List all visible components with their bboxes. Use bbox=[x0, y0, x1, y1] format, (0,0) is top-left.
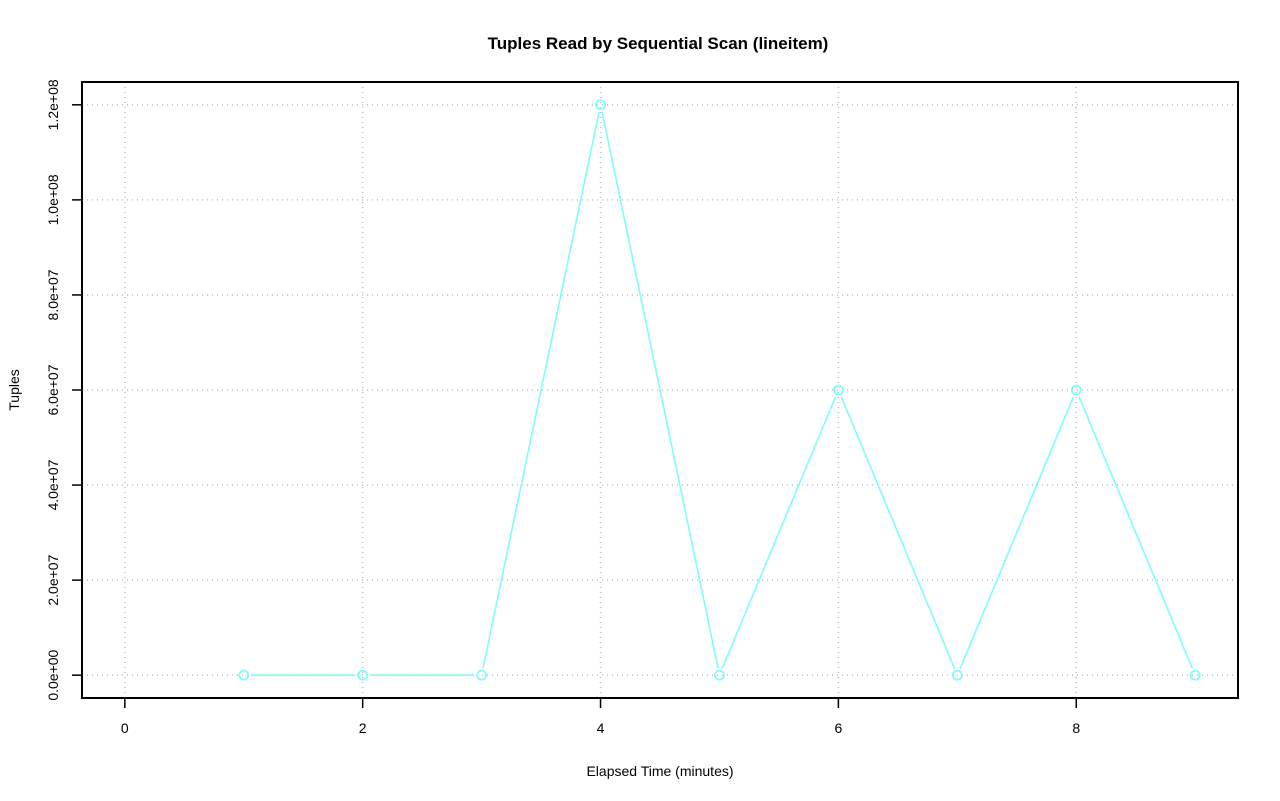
x-tick-label: 8 bbox=[1072, 720, 1080, 736]
data-point bbox=[1189, 669, 1201, 681]
series-segment bbox=[482, 111, 600, 669]
x-axis-label: Elapsed Time (minutes) bbox=[586, 763, 733, 779]
x-tick-label: 2 bbox=[359, 720, 367, 736]
data-point bbox=[595, 99, 606, 111]
data-point bbox=[951, 669, 963, 681]
y-tick-label: 0.0e+00 bbox=[45, 649, 61, 700]
y-tick-label: 1.2e+08 bbox=[45, 79, 61, 130]
series-segment bbox=[601, 111, 719, 669]
series-segment bbox=[721, 396, 837, 669]
y-axis-label: Tuples bbox=[6, 369, 22, 411]
y-tick-label: 6.0e+07 bbox=[45, 364, 61, 415]
y-tick-label: 4.0e+07 bbox=[45, 459, 61, 510]
data-point bbox=[1070, 384, 1082, 396]
data-point bbox=[476, 669, 488, 681]
data-point bbox=[238, 669, 250, 681]
data-point bbox=[714, 669, 725, 681]
data-point bbox=[357, 669, 369, 681]
series-segment bbox=[840, 396, 956, 669]
data-point bbox=[832, 384, 844, 396]
series-segment bbox=[959, 396, 1075, 669]
y-tick-label: 1.0e+08 bbox=[45, 174, 61, 225]
x-tick-label: 0 bbox=[121, 720, 129, 736]
y-tick-label: 8.0e+07 bbox=[45, 269, 61, 320]
x-tick-label: 4 bbox=[597, 720, 605, 736]
y-tick-label: 2.0e+07 bbox=[45, 554, 61, 605]
plot-box bbox=[81, 81, 1239, 699]
x-tick-label: 6 bbox=[834, 720, 842, 736]
axes: 0 2 4 6 8 0.0e+00 2.0e+07 4.0e+07 6.0e+07 8.0e+07… bbox=[45, 79, 1080, 736]
series bbox=[238, 99, 1201, 681]
series-segment bbox=[1078, 396, 1194, 669]
chart-title: Tuples Read by Sequential Scan (lineitem… bbox=[488, 34, 829, 53]
